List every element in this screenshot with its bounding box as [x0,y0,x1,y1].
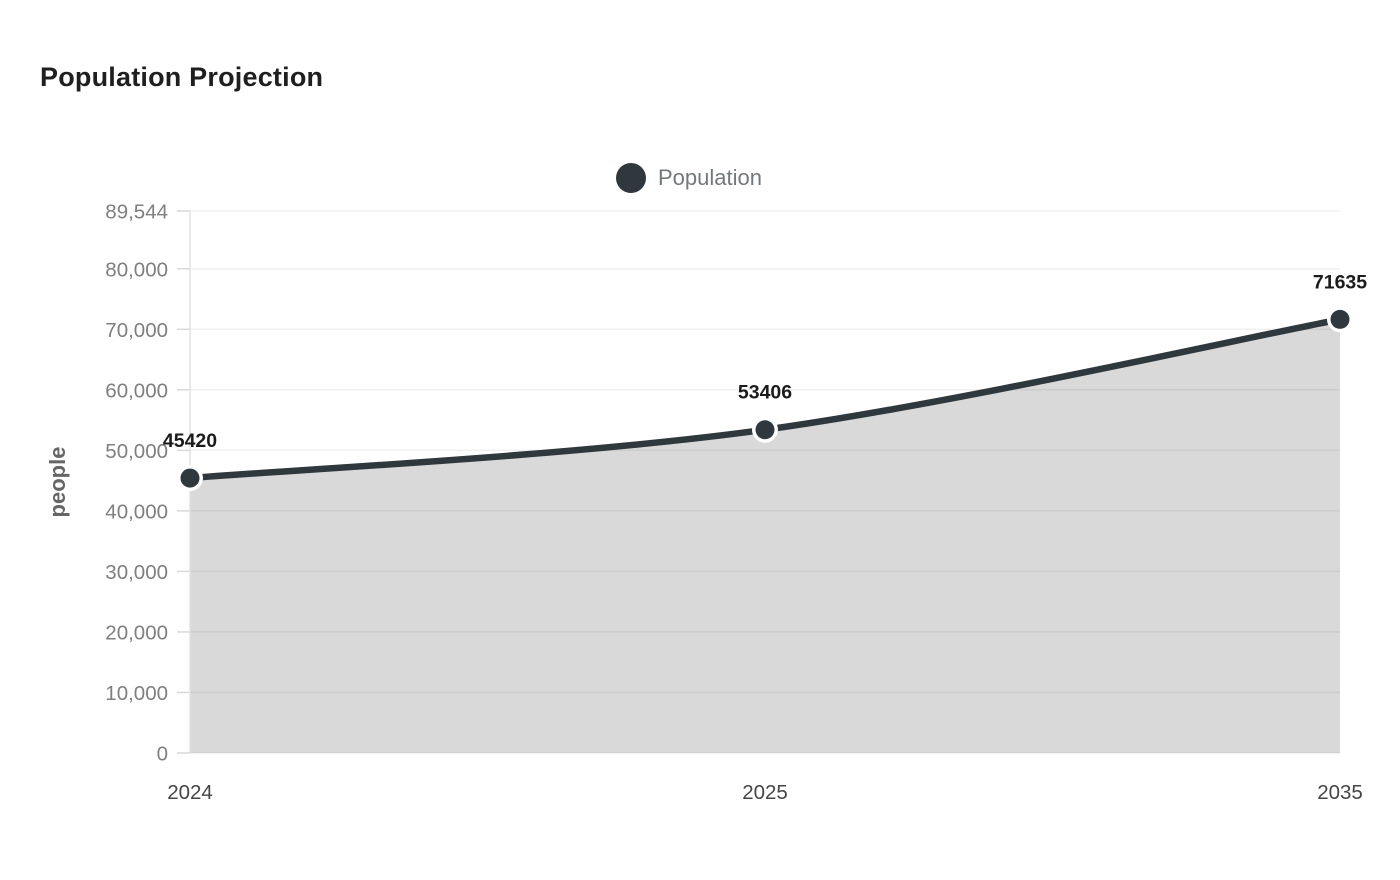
area-fill [190,319,1340,753]
y-tick-label: 89,544 [105,201,168,224]
legend-marker-icon [616,163,646,193]
y-tick-label: 20,000 [105,621,168,644]
data-point-marker[interactable] [1330,309,1350,329]
x-tick-label: 2024 [167,781,213,804]
x-tick-label: 2035 [1317,781,1363,804]
y-tick-label: 40,000 [105,500,168,523]
y-tick-label: 60,000 [105,379,168,402]
data-point-label: 71635 [1313,271,1367,293]
data-point-marker[interactable] [755,420,775,440]
data-point-label: 53406 [738,382,792,404]
y-tick-label: 10,000 [105,682,168,705]
y-tick-label: 70,000 [105,319,168,342]
y-axis-title: people [45,447,70,518]
x-tick-label: 2025 [742,781,788,804]
y-tick-label: 50,000 [105,440,168,463]
y-tick-label: 0 [157,743,168,766]
chart-title: Population Projection [40,62,324,92]
y-tick-label: 30,000 [105,561,168,584]
data-point-marker[interactable] [180,468,200,488]
legend-item-population[interactable]: Population [0,163,1378,193]
legend-label: Population [658,165,762,190]
y-tick-label: 80,000 [105,258,168,281]
data-point-label: 45420 [163,430,217,452]
